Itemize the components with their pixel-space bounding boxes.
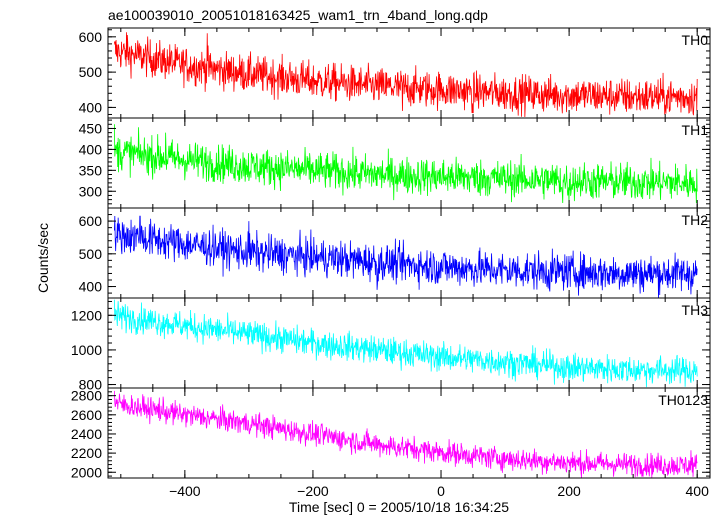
x-tick-label: −400 xyxy=(169,483,201,499)
y-tick-label: 2800 xyxy=(71,388,102,404)
y-tick-label: 350 xyxy=(79,162,103,178)
x-tick-label: 0 xyxy=(437,483,445,499)
panel-label: TH2 xyxy=(682,212,709,228)
series-line-th0123 xyxy=(114,390,698,478)
chart-title: ae100039010_20051018163425_wam1_trn_4ban… xyxy=(108,7,488,23)
y-tick-label: 1000 xyxy=(71,342,102,358)
y-tick-label: 2600 xyxy=(71,407,102,423)
panel-frame xyxy=(107,27,711,119)
y-tick-label: 400 xyxy=(79,279,103,295)
y-tick-label: 400 xyxy=(79,141,103,157)
x-axis-title: Time [sec] 0 = 2005/10/18 16:34:25 xyxy=(289,499,509,515)
x-tick-label: −200 xyxy=(297,483,329,499)
y-axis-title: Counts/sec xyxy=(35,223,51,293)
y-tick-label: 2000 xyxy=(71,464,102,480)
y-tick-label: 2200 xyxy=(71,445,102,461)
y-tick-label: 450 xyxy=(79,120,103,136)
y-tick-label: 400 xyxy=(79,99,103,115)
y-tick-label: 500 xyxy=(79,64,103,80)
panels-group: 400 500 600 TH0 300 350 400 450 TH1 400 500 600 TH2 8… xyxy=(71,27,711,499)
panel-th0123: 2000 2200 2400 2600 2800 TH0123 xyxy=(71,387,711,480)
series-line-th3 xyxy=(114,299,698,388)
y-tick-label: 1200 xyxy=(71,307,102,323)
panel-th0: 400 500 600 TH0 xyxy=(79,27,711,119)
panel-label: TH0123 xyxy=(658,392,708,408)
panel-label: TH1 xyxy=(682,122,709,138)
y-tick-label: 300 xyxy=(79,183,103,199)
y-tick-label: 600 xyxy=(79,213,103,229)
y-tick-label: 600 xyxy=(79,29,103,45)
series-line-th1 xyxy=(114,124,698,204)
panel-th3: 800 1000 1200 TH3 xyxy=(71,297,711,393)
y-tick-label: 500 xyxy=(79,246,103,262)
panel-th1: 300 350 400 450 TH1 xyxy=(79,117,711,209)
series-line-th2 xyxy=(114,215,698,298)
y-tick-label: 800 xyxy=(79,377,103,393)
x-tick-label: 200 xyxy=(557,483,581,499)
y-tick-label: 2400 xyxy=(71,426,102,442)
panel-label: TH3 xyxy=(682,302,709,318)
series-line-th0 xyxy=(114,32,698,117)
panel-label: TH0 xyxy=(682,32,709,48)
x-tick-label: 400 xyxy=(686,483,710,499)
panel-th2: 400 500 600 TH2 xyxy=(79,207,711,299)
